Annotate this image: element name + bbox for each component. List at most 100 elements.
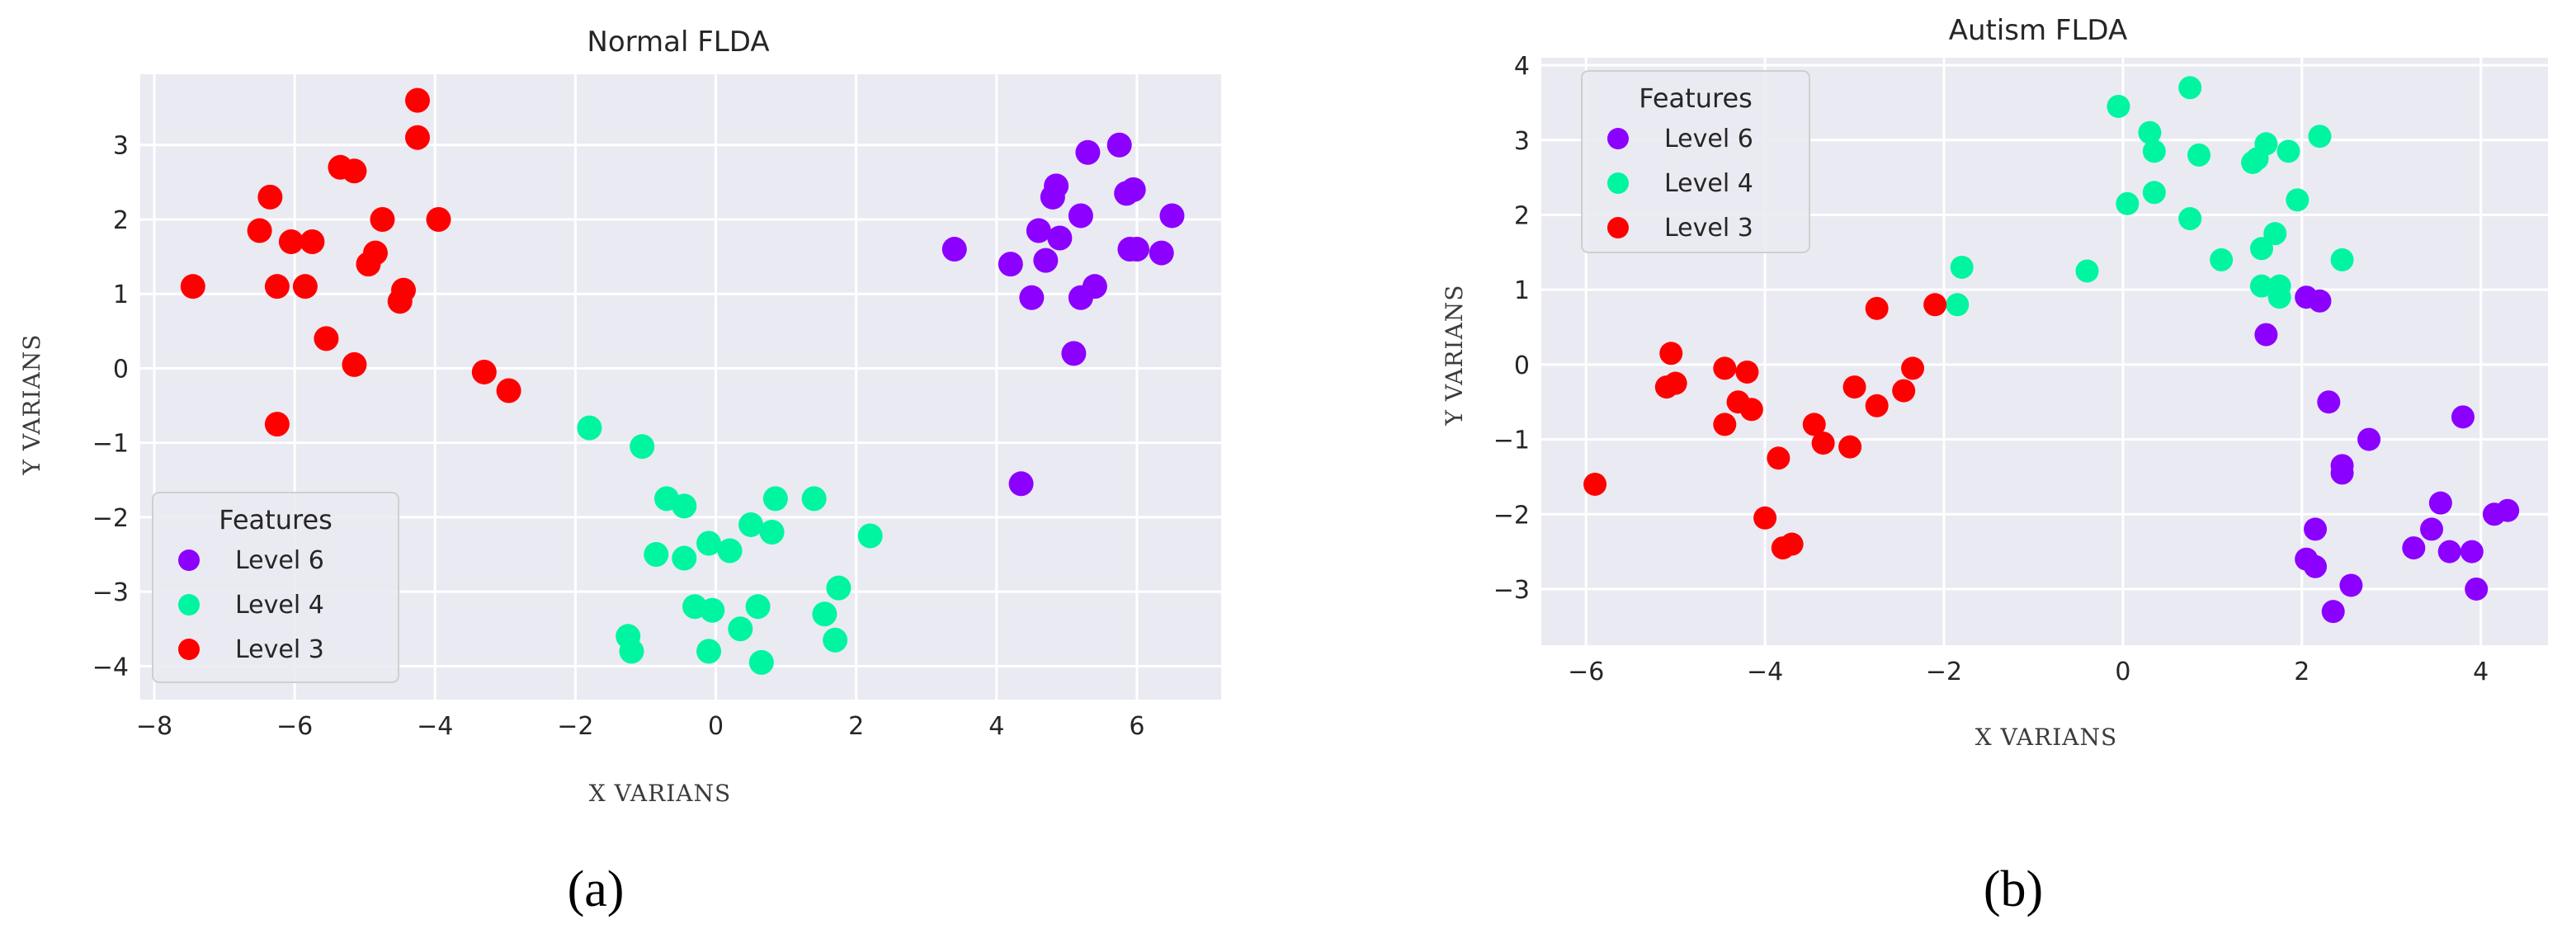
panel-b-point-level-3 <box>1713 356 1737 380</box>
panel-b-point-level-3 <box>1739 398 1763 422</box>
panel-a-legend-label-level-4: Level 4 <box>235 591 324 620</box>
panel-a-point-level-6 <box>1159 203 1185 229</box>
panel-a-point-level-6 <box>998 252 1023 277</box>
panel-b-y-tick-label: 0 <box>1514 351 1530 380</box>
panel-a-point-level-3 <box>405 87 431 113</box>
panel-a-point-level-6 <box>1075 139 1101 165</box>
panel-a-point-level-4 <box>577 415 602 441</box>
panel-a-point-level-4 <box>672 545 697 571</box>
panel-b-label: (b) <box>1984 861 2043 917</box>
panel-a-point-level-3 <box>471 359 497 384</box>
panel-a-y-tick-label: −3 <box>92 578 129 607</box>
panel-b-title: Autism FLDA <box>1949 14 2128 47</box>
panel-a-point-level-4 <box>759 519 785 545</box>
panel-a-point-level-3 <box>342 351 367 377</box>
panel-a-point-level-4 <box>745 594 771 620</box>
panel-b-point-level-6 <box>2420 517 2444 541</box>
panel-b-point-level-3 <box>1767 446 1790 470</box>
panel-a-point-level-3 <box>180 274 205 299</box>
panel-b-point-level-3 <box>1865 296 1889 320</box>
panel-a-point-level-3 <box>264 412 290 437</box>
panel-b-point-level-3 <box>1901 356 1925 380</box>
panel-b-point-level-4 <box>2178 76 2202 100</box>
panel-a-point-level-6 <box>1044 173 1069 199</box>
panel-b-point-level-4 <box>2075 259 2099 283</box>
panel-a-y-tick-label: 1 <box>113 281 129 309</box>
panel-b-point-level-4 <box>2142 181 2166 205</box>
panel-a-legend: Features Level 6 Level 4 Level 3 <box>152 492 399 683</box>
panel-a-point-level-6 <box>1061 341 1087 366</box>
panel-a-legend-label-level-6: Level 6 <box>235 546 324 575</box>
panel-a-x-tick-label: −6 <box>276 712 313 741</box>
panel-b-point-level-3 <box>1892 379 1916 403</box>
panel-a-point-level-4 <box>748 649 774 675</box>
panel-a-point-level-4 <box>823 627 848 653</box>
panel-b-y-tick-label: −3 <box>1493 576 1530 605</box>
panel-b-point-level-4 <box>1946 293 1970 317</box>
panel-a-legend-marker-level-6 <box>178 549 200 571</box>
panel-a-point-level-6 <box>1033 248 1059 273</box>
panel-b-legend-label-level-3: Level 3 <box>1664 214 1753 243</box>
panel-a-legend-box <box>152 492 399 683</box>
panel-a-point-level-3 <box>362 240 388 266</box>
panel-b-x-axis-label: X VARIANS <box>1975 724 2117 751</box>
panel-b-legend-title: Features <box>1639 83 1753 114</box>
panel-a: Normal FLDA X VARIANS Y VARIANS (a) −8 −6… <box>18 26 1221 917</box>
panel-b-point-level-4 <box>2178 207 2202 231</box>
panel-b-y-tick-label: 3 <box>1514 127 1530 156</box>
panel-a-point-level-4 <box>801 486 827 512</box>
panel-b-x-tick-label: −2 <box>1926 658 1962 686</box>
panel-b-point-level-6 <box>2254 323 2278 347</box>
panel-a-point-level-4 <box>826 575 852 601</box>
panel-a-x-tick-label: 2 <box>848 712 864 741</box>
panel-a-y-tick-label: −1 <box>92 430 129 459</box>
panel-b-y-axis-label: Y VARIANS <box>1441 285 1468 427</box>
panel-b-legend-label-level-6: Level 6 <box>1664 125 1753 153</box>
panel-b-y-tick-label: −1 <box>1493 427 1530 455</box>
panel-a-point-level-6 <box>1019 285 1045 310</box>
panel-b-point-level-3 <box>1663 371 1687 395</box>
panel-b-point-level-6 <box>2357 427 2381 451</box>
panel-b-point-level-3 <box>1923 293 1947 317</box>
panel-a-y-tick-label: 0 <box>113 355 129 384</box>
panel-a-legend-title: Features <box>219 504 333 535</box>
panel-b-point-level-4 <box>2249 274 2273 298</box>
panel-b-y-tick-label: −2 <box>1493 501 1530 530</box>
panel-a-point-level-3 <box>370 206 395 232</box>
panel-a-point-level-3 <box>342 158 367 184</box>
panel-b-point-level-6 <box>2308 289 2332 313</box>
panel-b-point-level-3 <box>1659 342 1683 365</box>
panel-a-point-level-6 <box>1068 203 1093 229</box>
panel-b-point-level-4 <box>2308 125 2332 149</box>
panel-a-y-tick-label: −4 <box>92 653 129 681</box>
panel-a-point-level-4 <box>696 639 722 664</box>
panel-a-x-tick-label: 0 <box>708 712 724 741</box>
panel-b-point-level-4 <box>2276 139 2300 163</box>
panel-a-x-tick-label: −4 <box>417 712 453 741</box>
panel-b-point-level-3 <box>1865 394 1889 417</box>
panel-a-point-level-4 <box>762 486 788 512</box>
panel-a-point-level-4 <box>728 616 753 642</box>
panel-a-point-level-4 <box>857 523 883 549</box>
panel-b-legend-box <box>1581 70 1810 253</box>
panel-a-point-level-3 <box>496 378 521 403</box>
panel-a-point-level-4 <box>630 434 655 460</box>
panel-b-point-level-4 <box>2210 248 2234 271</box>
panel-a-point-level-6 <box>1026 218 1051 243</box>
panel-a-points <box>180 87 1185 675</box>
panel-a-x-tick-label: −2 <box>557 712 593 741</box>
panel-a-point-level-6 <box>1124 237 1149 262</box>
panel-a-y-axis-label: Y VARIANS <box>18 334 45 476</box>
panel-a-legend-label-level-3: Level 3 <box>235 635 324 664</box>
panel-b-legend-marker-level-3 <box>1607 217 1629 238</box>
panel-b: Autism FLDA X VARIANS Y VARIANS (b) −6 −4… <box>1441 14 2548 917</box>
panel-a-point-level-6 <box>1082 274 1107 299</box>
panel-b-point-level-4 <box>2107 94 2130 118</box>
panel-b-legend-label-level-4: Level 4 <box>1664 169 1753 198</box>
panel-a-point-level-6 <box>1047 225 1073 251</box>
panel-a-point-level-6 <box>1106 132 1132 158</box>
panel-a-legend-marker-level-4 <box>178 594 200 615</box>
panel-b-point-level-6 <box>2496 498 2520 522</box>
panel-b-point-level-4 <box>2267 285 2291 309</box>
panel-a-point-level-3 <box>247 218 272 243</box>
